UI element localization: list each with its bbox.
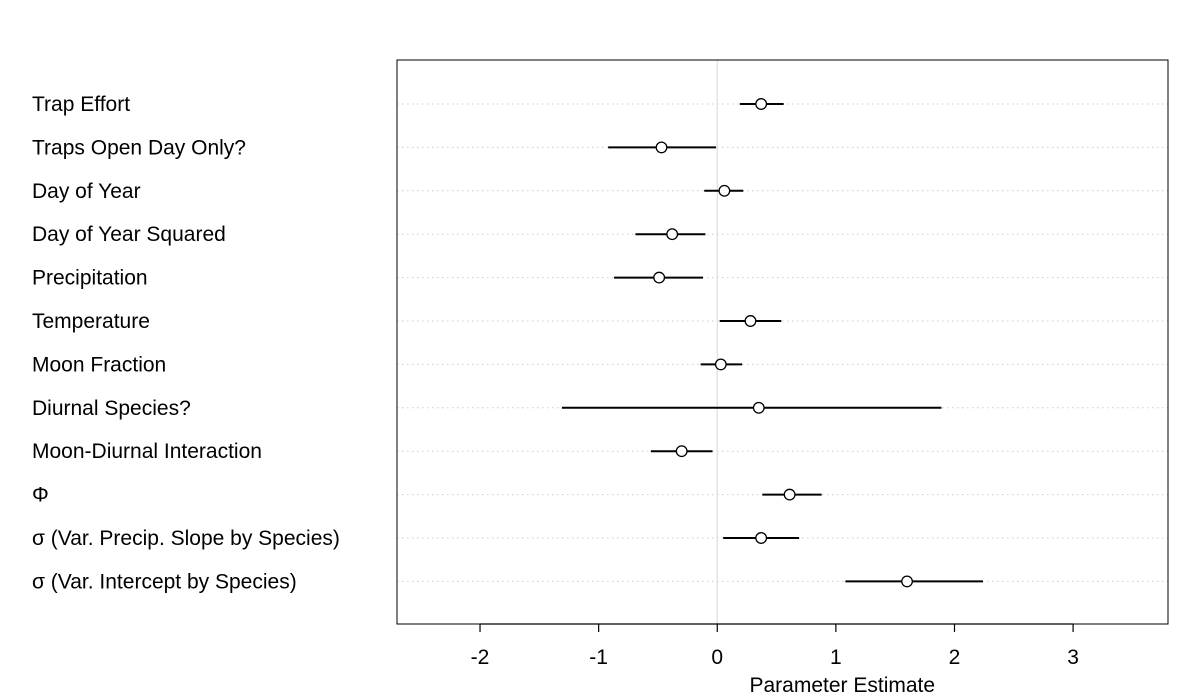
parameter-label-7: Diurnal Species?	[32, 397, 191, 420]
x-axis-title: Parameter Estimate	[750, 674, 936, 697]
estimate-point-1	[655, 141, 668, 154]
parameter-label-11: σ (Var. Intercept by Species)	[32, 570, 297, 593]
estimate-point-7	[752, 401, 765, 414]
estimate-point-5	[744, 315, 757, 327]
parameter-label-5: Temperature	[32, 310, 150, 333]
estimate-point-10	[755, 532, 768, 544]
estimate-point-8	[675, 445, 688, 458]
parameter-label-1: Traps Open Day Only?	[32, 136, 246, 159]
estimate-point-0	[755, 98, 768, 110]
x-tick-label-5: 3	[1067, 646, 1079, 669]
interval-layer	[561, 103, 983, 583]
x-tick-label-2: 0	[711, 646, 723, 669]
estimate-point-6	[714, 358, 727, 371]
parameter-label-0: Trap Effort	[32, 93, 130, 116]
parameter-label-2: Day of Year	[32, 180, 141, 203]
parameter-label-9: Φ	[32, 484, 49, 507]
estimate-point-11	[901, 575, 913, 588]
parameter-labels: Trap Effort Traps Open Day Only? Day of Ye…	[32, 93, 340, 593]
grid-layer	[397, 103, 1168, 582]
x-tick-label-4: 2	[949, 646, 961, 669]
estimate-point-9	[783, 488, 796, 501]
x-axis: -2 -1 0 1 2 3	[471, 623, 1079, 669]
parameter-label-8: Moon-Diurnal Interaction	[32, 440, 262, 463]
x-tick-label-0: -2	[471, 646, 490, 669]
point-layer	[653, 98, 913, 588]
plot-frame	[396, 59, 1169, 625]
parameter-label-3: Day of Year Squared	[32, 223, 226, 246]
x-tick-label-1: -1	[589, 646, 608, 669]
parameter-label-10: σ (Var. Precip. Slope by Species)	[32, 527, 340, 550]
estimate-point-4	[653, 271, 666, 284]
parameter-label-6: Moon Fraction	[32, 353, 166, 376]
x-tick-label-3: 1	[830, 646, 842, 669]
parameter-label-4: Precipitation	[32, 267, 148, 290]
estimate-point-3	[666, 228, 679, 241]
estimate-point-2	[718, 184, 731, 197]
